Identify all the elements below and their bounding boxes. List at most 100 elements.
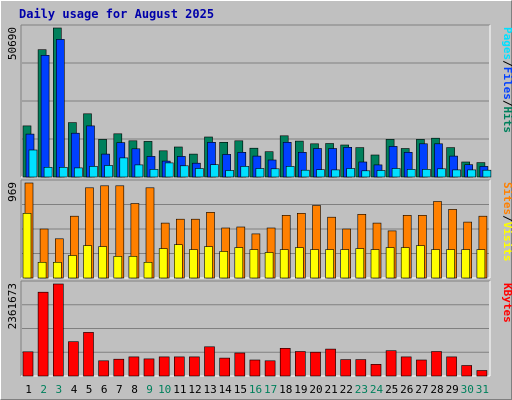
x-tick-label: 4 bbox=[71, 383, 78, 396]
bar-pages-day-26 bbox=[406, 169, 416, 178]
x-tick-label: 27 bbox=[415, 383, 428, 396]
x-tick-label: 28 bbox=[430, 383, 443, 396]
x-tick-label: 30 bbox=[461, 383, 474, 396]
bar-kbytes-day-26 bbox=[400, 356, 412, 377]
x-tick-label: 9 bbox=[146, 383, 153, 396]
legend-item-sites: Sites bbox=[501, 182, 512, 215]
legend-item-files: Files bbox=[501, 67, 512, 100]
bar-kbytes-day-19 bbox=[294, 351, 306, 377]
x-tick-label: 29 bbox=[446, 383, 459, 396]
bar-kbytes-day-14 bbox=[219, 357, 230, 377]
bar-visits-day-17 bbox=[264, 252, 274, 279]
bar-visits-day-11 bbox=[174, 244, 183, 279]
x-tick-label: 17 bbox=[264, 383, 277, 396]
bar-files-day-2 bbox=[40, 54, 50, 178]
bar-kbytes-day-3 bbox=[52, 283, 64, 377]
bar-kbytes-day-1 bbox=[22, 351, 34, 377]
bar-pages-day-20 bbox=[316, 169, 325, 178]
x-tick-label: 31 bbox=[476, 383, 489, 396]
bar-pages-day-11 bbox=[180, 165, 189, 178]
bar-visits-day-5 bbox=[83, 245, 92, 279]
bar-visits-day-20 bbox=[310, 249, 319, 279]
x-tick-label: 2 bbox=[40, 383, 47, 396]
x-tick-label: 13 bbox=[203, 383, 216, 396]
bar-visits-day-28 bbox=[431, 249, 440, 279]
x-tick-label: 10 bbox=[158, 383, 171, 396]
bar-pages-day-3 bbox=[58, 167, 68, 178]
bar-kbytes-day-8 bbox=[128, 356, 140, 377]
bar-visits-day-4 bbox=[68, 255, 77, 279]
legend-item-visits: Visits bbox=[501, 222, 512, 262]
bar-visits-day-27 bbox=[416, 245, 425, 279]
bar-kbytes-day-30 bbox=[461, 365, 473, 377]
legend-separator: / bbox=[501, 215, 512, 222]
bar-visits-day-6 bbox=[98, 246, 107, 279]
x-tick-label: 23 bbox=[355, 383, 368, 396]
bar-pages-day-18 bbox=[285, 166, 295, 178]
x-tick-label: 6 bbox=[101, 383, 108, 396]
x-tick-label: 3 bbox=[55, 383, 62, 396]
bar-kbytes-day-17 bbox=[264, 360, 276, 377]
bar-pages-day-24 bbox=[376, 170, 386, 178]
x-tick-label: 22 bbox=[340, 383, 353, 396]
bar-pages-day-21 bbox=[331, 169, 340, 178]
bar-kbytes-day-18 bbox=[279, 347, 291, 377]
max-label-middle: 969 bbox=[6, 182, 19, 202]
bar-kbytes-day-27 bbox=[416, 359, 427, 377]
bar-visits-day-29 bbox=[446, 249, 455, 279]
bar-kbytes-day-24 bbox=[370, 363, 382, 377]
x-tick-label: 14 bbox=[219, 383, 233, 396]
bar-kbytes-day-16 bbox=[249, 359, 261, 377]
bar-kbytes-day-6 bbox=[98, 360, 109, 377]
bar-pages-day-19 bbox=[300, 169, 310, 178]
bar-pages-day-10 bbox=[164, 162, 174, 178]
bar-kbytes-day-25 bbox=[385, 350, 397, 377]
bar-kbytes-day-13 bbox=[204, 346, 215, 377]
max-label-top: 50690 bbox=[6, 27, 19, 60]
legend-item-hits: Hits bbox=[501, 107, 512, 134]
bar-kbytes-day-5 bbox=[83, 332, 94, 377]
bar-kbytes-day-9 bbox=[143, 358, 155, 377]
x-tick-label: 16 bbox=[249, 383, 262, 396]
bar-pages-day-31 bbox=[482, 169, 492, 178]
bar-pages-day-7 bbox=[119, 157, 129, 178]
bar-visits-day-16 bbox=[249, 249, 259, 279]
bar-pages-day-8 bbox=[134, 164, 144, 178]
bar-kbytes-day-23 bbox=[355, 359, 367, 377]
bar-visits-day-19 bbox=[294, 247, 304, 279]
bar-visits-day-31 bbox=[476, 249, 486, 279]
x-tick-label: 5 bbox=[86, 383, 93, 396]
bar-visits-day-13 bbox=[204, 246, 213, 279]
bar-kbytes-day-4 bbox=[68, 341, 79, 377]
x-tick-label: 26 bbox=[400, 383, 413, 396]
bar-kbytes-day-22 bbox=[340, 359, 352, 377]
bar-visits-day-8 bbox=[128, 256, 138, 279]
bar-pages-day-6 bbox=[104, 165, 113, 178]
bar-pages-day-4 bbox=[74, 167, 83, 178]
max-label-bottom: 2361673 bbox=[6, 283, 19, 329]
bar-pages-day-14 bbox=[225, 170, 234, 178]
bar-visits-day-2 bbox=[37, 261, 47, 279]
bar-kbytes-day-20 bbox=[310, 351, 321, 377]
bar-visits-day-9 bbox=[143, 261, 153, 279]
bar-visits-day-24 bbox=[370, 249, 380, 279]
x-tick-label: 24 bbox=[370, 383, 384, 396]
legend-bottom: KBytes bbox=[501, 283, 512, 323]
bar-visits-day-26 bbox=[400, 247, 410, 279]
bar-pages-day-2 bbox=[43, 167, 53, 178]
x-tick-label: 12 bbox=[188, 383, 201, 396]
bar-pages-day-25 bbox=[391, 168, 401, 178]
bar-kbytes-day-21 bbox=[325, 348, 336, 377]
bar-kbytes-day-10 bbox=[158, 356, 170, 377]
chart-title: Daily usage for August 2025 bbox=[19, 7, 215, 21]
bar-visits-day-18 bbox=[279, 249, 289, 279]
bar-kbytes-day-29 bbox=[446, 356, 457, 377]
bar-kbytes-day-28 bbox=[431, 351, 442, 377]
bar-kbytes-day-11 bbox=[174, 356, 185, 377]
bar-visits-day-23 bbox=[355, 248, 365, 279]
bar-pages-day-9 bbox=[149, 169, 159, 178]
bar-pages-day-23 bbox=[361, 170, 371, 178]
bar-visits-day-30 bbox=[461, 249, 471, 279]
x-tick-label: 8 bbox=[131, 383, 138, 396]
